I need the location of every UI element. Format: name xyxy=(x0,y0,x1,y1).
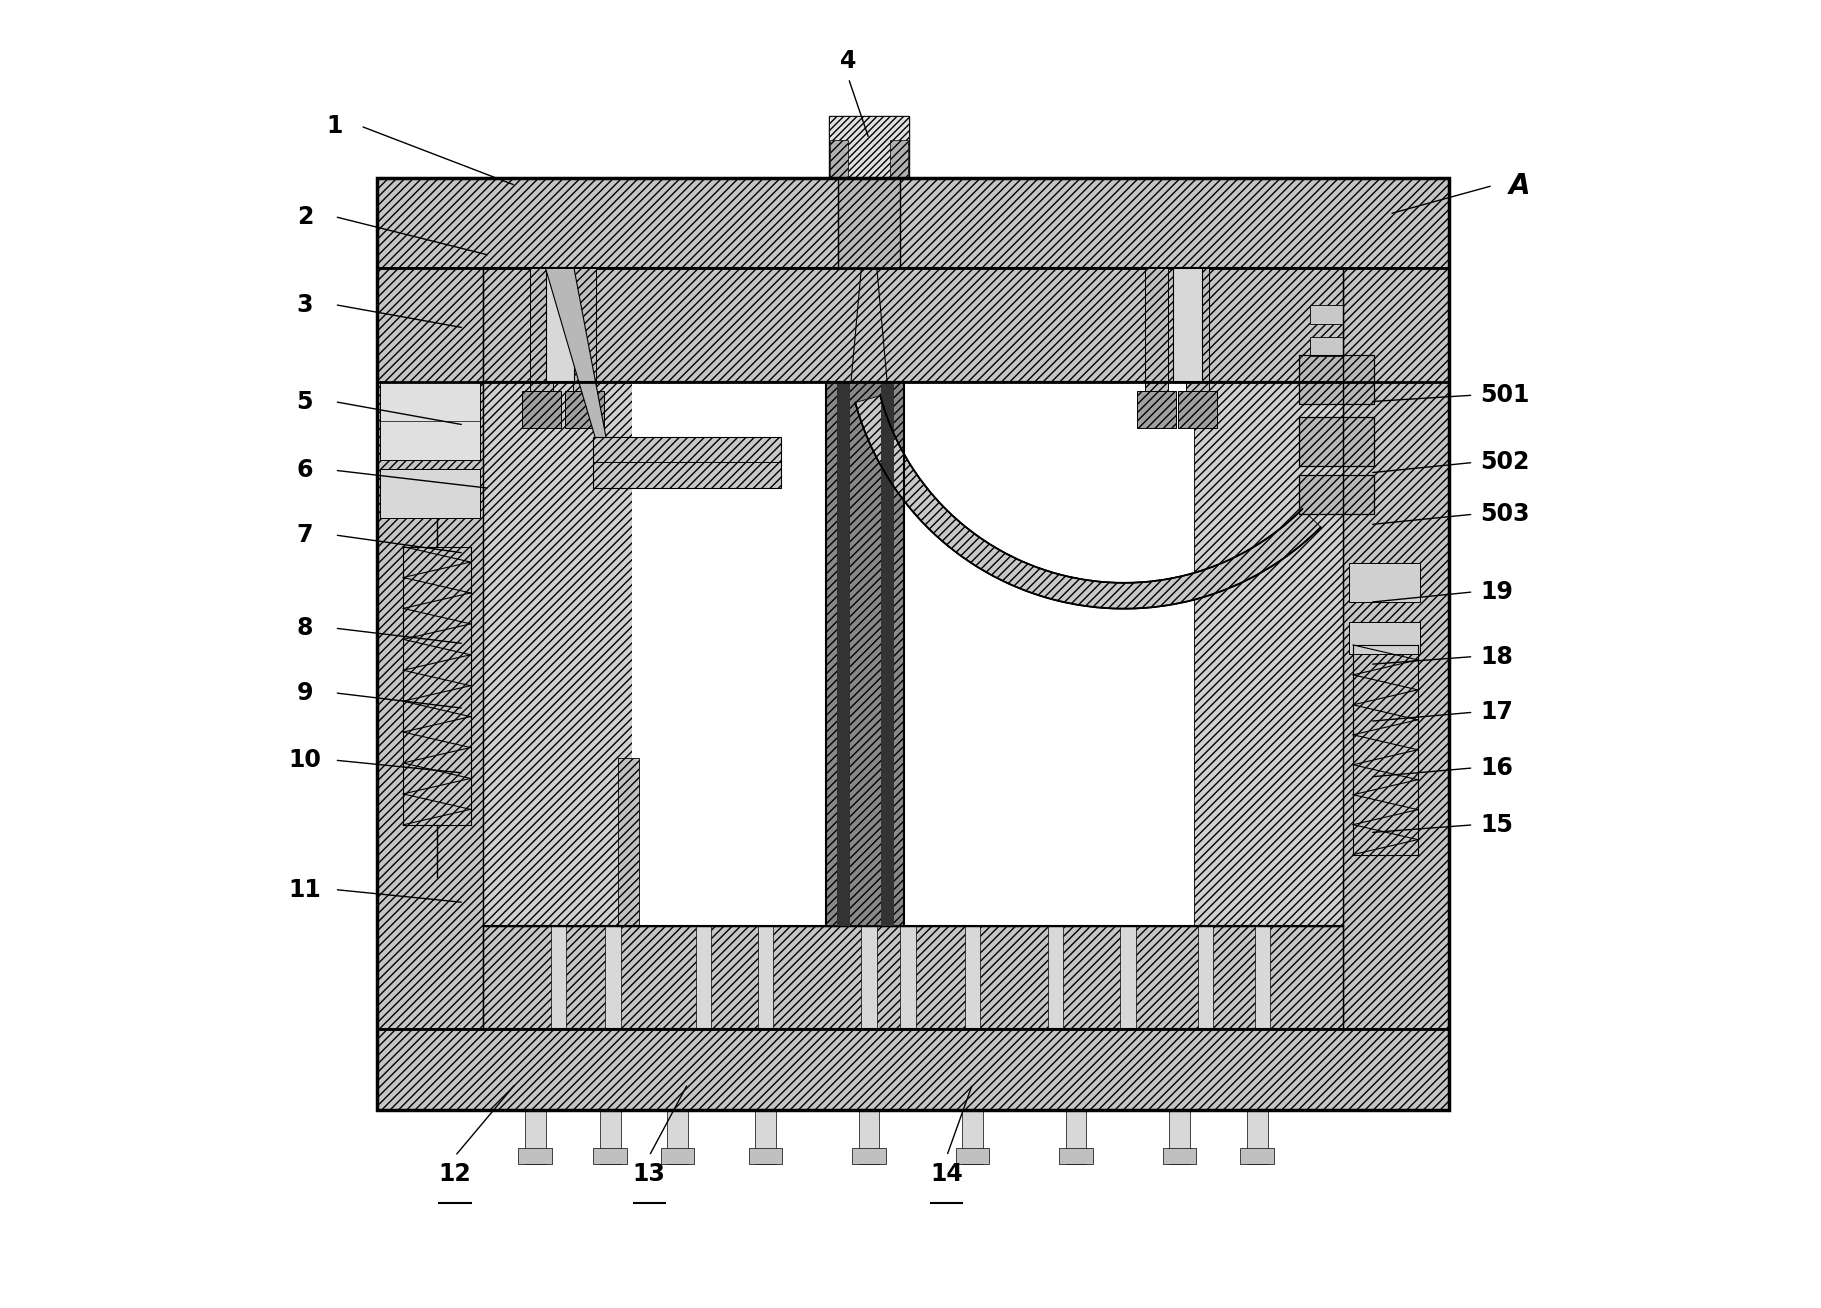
Polygon shape xyxy=(856,396,1320,608)
Bar xyxy=(381,470,479,518)
Bar xyxy=(377,268,483,1029)
Bar xyxy=(852,1148,885,1164)
Bar xyxy=(1311,337,1342,356)
Bar xyxy=(836,382,850,926)
Bar xyxy=(1120,926,1136,1029)
Bar xyxy=(1136,391,1176,428)
Bar xyxy=(377,1029,1450,1109)
Bar xyxy=(861,926,878,1029)
Bar xyxy=(860,1109,880,1164)
Bar xyxy=(961,1109,983,1164)
Bar xyxy=(1060,1148,1093,1164)
Text: 502: 502 xyxy=(1480,450,1530,475)
Bar xyxy=(1185,268,1209,391)
Bar xyxy=(1065,1109,1087,1164)
Bar xyxy=(1342,268,1450,1029)
Text: 12: 12 xyxy=(439,1163,472,1186)
Bar xyxy=(1311,305,1342,324)
Bar xyxy=(546,268,574,382)
Bar xyxy=(661,1148,694,1164)
Bar xyxy=(965,926,980,1029)
Bar xyxy=(696,926,712,1029)
Bar xyxy=(381,382,479,460)
Text: 10: 10 xyxy=(288,748,320,772)
Bar xyxy=(1173,268,1202,382)
Bar xyxy=(483,268,1342,382)
Bar xyxy=(523,391,561,428)
Bar xyxy=(881,382,894,926)
Bar xyxy=(890,140,909,178)
Text: 4: 4 xyxy=(839,50,856,73)
Bar xyxy=(565,391,605,428)
Bar xyxy=(830,140,849,178)
Text: 13: 13 xyxy=(632,1163,665,1186)
Text: 9: 9 xyxy=(297,681,313,705)
Bar xyxy=(1298,475,1373,514)
Bar xyxy=(594,437,781,488)
Text: A: A xyxy=(1508,171,1530,200)
Text: 8: 8 xyxy=(297,616,313,640)
Bar xyxy=(632,382,1195,926)
Bar xyxy=(377,178,1450,1109)
Bar xyxy=(599,1109,621,1164)
Bar xyxy=(1247,1109,1267,1164)
Bar xyxy=(756,1109,776,1164)
Bar xyxy=(956,1148,989,1164)
Text: 1: 1 xyxy=(326,114,342,139)
Text: 501: 501 xyxy=(1480,383,1530,407)
Text: 17: 17 xyxy=(1480,700,1513,725)
Bar xyxy=(483,382,1342,926)
Bar xyxy=(838,178,900,268)
Bar xyxy=(524,1109,546,1164)
Bar xyxy=(530,268,554,391)
Bar xyxy=(1298,475,1373,514)
Bar xyxy=(1178,391,1216,428)
Text: 15: 15 xyxy=(1480,812,1513,837)
Bar xyxy=(666,1109,688,1164)
Bar xyxy=(1255,926,1271,1029)
Bar xyxy=(748,1148,783,1164)
Bar xyxy=(483,926,1342,1029)
Bar xyxy=(1298,417,1373,467)
Bar xyxy=(1047,926,1063,1029)
Bar xyxy=(377,178,1450,268)
Bar xyxy=(550,926,566,1029)
Bar xyxy=(605,926,621,1029)
Bar xyxy=(1240,1148,1275,1164)
Bar xyxy=(519,1148,552,1164)
Bar xyxy=(758,926,774,1029)
Bar xyxy=(483,314,1342,382)
Bar xyxy=(483,382,632,926)
Bar xyxy=(1298,354,1373,404)
Bar xyxy=(1349,564,1420,602)
Bar xyxy=(1145,268,1167,391)
Text: 19: 19 xyxy=(1480,579,1513,604)
Bar xyxy=(829,115,909,178)
Bar xyxy=(1169,1109,1191,1164)
Text: 16: 16 xyxy=(1480,756,1513,780)
Bar xyxy=(1164,1148,1196,1164)
Text: 18: 18 xyxy=(1480,645,1513,668)
Polygon shape xyxy=(546,268,610,460)
Text: 5: 5 xyxy=(297,390,313,413)
Bar xyxy=(1298,417,1373,467)
Bar xyxy=(1349,621,1420,654)
Bar xyxy=(827,382,903,926)
Text: 7: 7 xyxy=(297,523,313,547)
Bar xyxy=(1195,382,1342,926)
Bar xyxy=(1198,926,1213,1029)
Bar xyxy=(829,115,909,178)
Text: 14: 14 xyxy=(931,1163,963,1186)
Bar xyxy=(574,268,595,391)
Bar xyxy=(838,178,900,268)
Bar xyxy=(900,926,916,1029)
Text: 503: 503 xyxy=(1480,502,1530,526)
Text: 3: 3 xyxy=(297,293,313,317)
Text: 6: 6 xyxy=(297,458,313,483)
Bar xyxy=(594,1148,626,1164)
Text: 2: 2 xyxy=(297,204,313,229)
Text: 11: 11 xyxy=(288,878,320,901)
Bar xyxy=(617,757,639,926)
Bar xyxy=(1298,354,1373,404)
